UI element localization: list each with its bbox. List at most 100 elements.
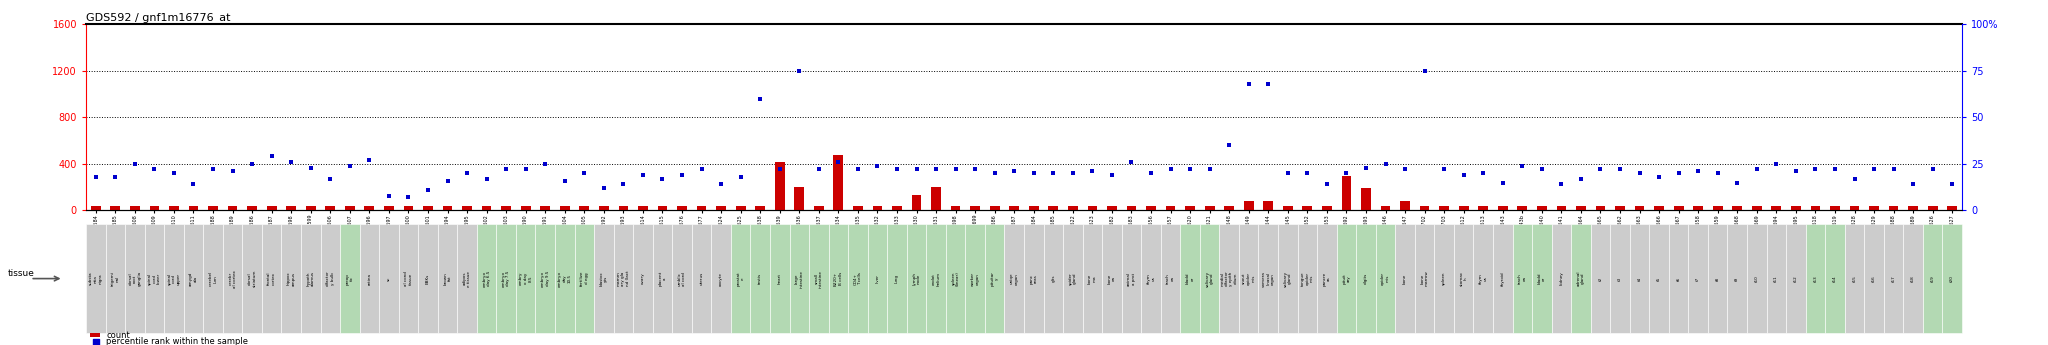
Bar <box>541 206 551 210</box>
Point <box>1565 176 1597 181</box>
Text: adipos
e tissue: adipos e tissue <box>463 270 471 287</box>
Bar <box>1434 224 1454 333</box>
Bar <box>1845 224 1864 333</box>
Bar <box>150 206 160 210</box>
Bar <box>1239 224 1257 333</box>
Point <box>1448 172 1481 178</box>
Bar <box>188 206 199 210</box>
Text: trigemi
nal: trigemi nal <box>111 271 119 286</box>
Text: stomac
h: stomac h <box>1460 271 1468 286</box>
Bar <box>1102 224 1122 333</box>
Text: large
intestine: large intestine <box>795 270 803 287</box>
Bar <box>1786 224 1806 333</box>
Bar <box>639 206 647 210</box>
Bar <box>829 224 848 333</box>
Text: spider
gland: spider gland <box>1069 272 1077 285</box>
Text: thym
us: thym us <box>1479 273 1487 284</box>
Bar <box>301 224 319 333</box>
Point <box>1251 81 1284 87</box>
Point <box>1935 181 1968 187</box>
Bar <box>598 206 608 210</box>
Bar <box>1884 224 1903 333</box>
Point <box>1663 170 1696 176</box>
Point <box>1681 169 1714 174</box>
Text: embryo
day 7.5: embryo day 7.5 <box>502 270 510 287</box>
Text: placent
a: placent a <box>657 271 668 286</box>
Bar <box>227 206 238 210</box>
Bar <box>653 224 672 333</box>
Bar <box>535 224 555 333</box>
Bar <box>813 206 823 210</box>
Point <box>588 185 621 191</box>
Bar <box>950 206 961 210</box>
Bar <box>1473 224 1493 333</box>
Text: salivary
gland: salivary gland <box>1206 270 1214 287</box>
Bar <box>1126 206 1137 210</box>
Bar <box>1200 224 1219 333</box>
Bar <box>1298 224 1317 333</box>
Bar <box>1141 224 1161 333</box>
Point <box>743 96 776 101</box>
Bar <box>854 206 862 210</box>
Text: t8: t8 <box>1716 276 1720 281</box>
Bar <box>1108 206 1116 210</box>
Text: spleen: spleen <box>1442 272 1446 285</box>
Bar <box>1870 206 1878 210</box>
Bar <box>1669 224 1688 333</box>
Text: t13: t13 <box>1812 275 1817 282</box>
Text: oocyte: oocyte <box>719 272 723 286</box>
Point <box>432 178 465 184</box>
Point <box>176 181 209 187</box>
Text: t19: t19 <box>1931 275 1935 282</box>
Bar <box>385 206 393 210</box>
Bar <box>580 206 590 210</box>
Bar <box>872 206 883 210</box>
Point <box>1329 170 1362 176</box>
Text: bladd
er: bladd er <box>1538 273 1546 284</box>
Point <box>1819 167 1851 172</box>
Bar <box>223 224 242 333</box>
Bar <box>594 224 614 333</box>
Bar <box>1630 224 1649 333</box>
Bar <box>1186 206 1194 210</box>
Bar <box>555 224 575 333</box>
Bar <box>711 224 731 333</box>
Bar <box>1044 224 1063 333</box>
Text: embryo
day 9.5: embryo day 9.5 <box>541 270 549 287</box>
Text: pituit
ary: pituit ary <box>1341 273 1352 284</box>
Point <box>1075 169 1108 174</box>
Text: thym
us: thym us <box>1147 273 1155 284</box>
Point <box>1878 167 1911 172</box>
Point <box>666 172 698 178</box>
Point <box>1057 170 1090 176</box>
Text: dorsal
striatum: dorsal striatum <box>248 270 256 287</box>
Bar <box>750 224 770 333</box>
Text: lymph
node: lymph node <box>911 272 922 285</box>
Bar <box>1694 206 1704 210</box>
Bar <box>1552 224 1571 333</box>
Point <box>236 161 268 167</box>
Bar <box>1772 206 1782 210</box>
Bar <box>795 187 805 210</box>
Bar <box>90 333 100 337</box>
Text: pituitar
y: pituitar y <box>991 271 999 286</box>
Bar <box>496 224 516 333</box>
Bar <box>731 224 750 333</box>
Bar <box>1518 206 1528 210</box>
Point <box>1135 170 1167 176</box>
Bar <box>365 206 375 210</box>
Bar <box>1610 224 1630 333</box>
Bar <box>1264 201 1274 210</box>
Point <box>137 167 170 172</box>
Bar <box>281 224 301 333</box>
Bar <box>1493 224 1513 333</box>
Point <box>1466 170 1499 176</box>
Bar <box>442 206 453 210</box>
Point <box>1487 180 1520 185</box>
Point <box>881 167 913 172</box>
Bar <box>164 224 184 333</box>
Point <box>645 176 678 181</box>
Bar <box>463 206 471 210</box>
Bar <box>1024 224 1044 333</box>
Text: GDS592 / gnf1m16776_at: GDS592 / gnf1m16776_at <box>86 12 231 23</box>
